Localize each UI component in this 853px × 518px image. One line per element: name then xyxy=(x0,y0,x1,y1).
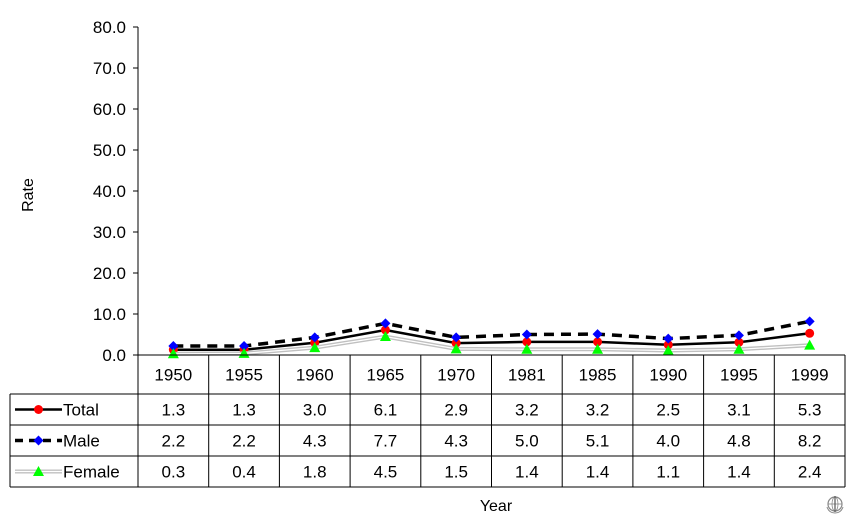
male-point xyxy=(521,329,532,340)
x-tick-label: 1981 xyxy=(508,366,546,385)
who-emblem-icon xyxy=(826,496,844,514)
y-tick-label: 50.0 xyxy=(93,141,126,160)
data-label: 3.0 xyxy=(303,401,327,420)
female-line-inner xyxy=(173,335,810,355)
legend-label: Male xyxy=(63,432,100,451)
total-point xyxy=(451,338,461,348)
data-label: 4.8 xyxy=(727,432,751,451)
total-point xyxy=(663,340,673,350)
x-tick-label: 1985 xyxy=(579,366,617,385)
y-tick-label: 80.0 xyxy=(93,18,126,37)
data-label: 4.0 xyxy=(656,432,680,451)
male-point xyxy=(168,340,179,351)
total-point xyxy=(380,325,390,335)
female-point xyxy=(662,344,674,355)
data-label: 1.5 xyxy=(444,463,468,482)
female-point xyxy=(592,343,604,354)
x-tick-label: 1960 xyxy=(296,366,334,385)
data-label: 1.8 xyxy=(303,463,327,482)
data-label: 0.3 xyxy=(162,463,186,482)
data-label: 2.4 xyxy=(798,463,822,482)
male-point xyxy=(309,332,320,343)
y-tick-label: 10.0 xyxy=(93,305,126,324)
y-axis-title: Rate xyxy=(20,178,37,212)
male-line xyxy=(173,319,810,348)
male-point xyxy=(380,318,391,329)
y-tick-label: 0.0 xyxy=(102,346,126,365)
y-tick-label: 20.0 xyxy=(93,264,126,283)
data-label: 0.4 xyxy=(232,463,256,482)
total-point xyxy=(734,337,744,347)
data-label: 4.3 xyxy=(444,432,468,451)
data-label: 7.7 xyxy=(374,432,398,451)
female-point xyxy=(804,339,816,350)
data-label: 1.3 xyxy=(232,401,256,420)
male-point xyxy=(733,330,744,341)
female-point xyxy=(309,342,321,353)
x-tick-label: 1965 xyxy=(367,366,405,385)
total-legend-marker xyxy=(34,405,43,414)
y-tick-label: 30.0 xyxy=(93,223,126,242)
data-label: 1.1 xyxy=(656,463,680,482)
female-legend-marker xyxy=(33,466,44,476)
female-point xyxy=(379,331,391,342)
data-label: 5.3 xyxy=(798,401,822,420)
female-point xyxy=(733,343,745,354)
male-point xyxy=(592,329,603,340)
y-tick-label: 60.0 xyxy=(93,100,126,119)
data-label: 3.1 xyxy=(727,401,751,420)
x-tick-label: 1995 xyxy=(720,366,758,385)
x-tick-label: 1970 xyxy=(437,366,475,385)
data-label: 6.1 xyxy=(374,401,398,420)
male-point xyxy=(663,333,674,344)
data-label: 8.2 xyxy=(798,432,822,451)
legend-label: Total xyxy=(63,401,99,420)
female-point xyxy=(167,348,179,359)
x-axis-title: Year xyxy=(480,498,513,515)
data-label: 4.3 xyxy=(303,432,327,451)
data-label: 2.2 xyxy=(232,432,256,451)
x-tick-label: 1955 xyxy=(225,366,263,385)
data-label: 1.4 xyxy=(727,463,751,482)
total-point xyxy=(522,337,532,347)
total-point xyxy=(805,328,815,338)
y-tick-label: 70.0 xyxy=(93,59,126,78)
data-label: 3.2 xyxy=(586,401,610,420)
total-line xyxy=(173,328,810,351)
male-point xyxy=(804,316,815,327)
data-table: 1950 1955 1960 1965 1970 1981 1985 1990 1995 1999… xyxy=(9,354,846,488)
female-point xyxy=(521,343,533,354)
data-label: 5.1 xyxy=(586,432,610,451)
female-point xyxy=(450,343,462,354)
data-label: 1.4 xyxy=(515,463,539,482)
male-point xyxy=(451,332,462,343)
series-layer xyxy=(167,316,816,359)
data-label: 1.4 xyxy=(586,463,610,482)
y-tick-label: 40.0 xyxy=(93,182,126,201)
data-label: 3.2 xyxy=(515,401,539,420)
data-label: 2.2 xyxy=(162,432,186,451)
x-tick-label: 1990 xyxy=(649,366,687,385)
axis-layer: 0.0 10.0 20.0 30.0 40.0 50.0 60.0 70.0 80.0 xyxy=(93,18,139,365)
data-label: 4.5 xyxy=(374,463,398,482)
legend-label: Female xyxy=(63,463,120,482)
total-point xyxy=(593,337,603,347)
x-tick-label: 1999 xyxy=(791,366,829,385)
male-legend-marker xyxy=(33,435,44,446)
data-label: 2.9 xyxy=(444,401,468,420)
x-tick-label: 1950 xyxy=(154,366,192,385)
male-point xyxy=(239,340,250,351)
data-label: 2.5 xyxy=(656,401,680,420)
data-label: 5.0 xyxy=(515,432,539,451)
data-label: 1.3 xyxy=(162,401,186,420)
